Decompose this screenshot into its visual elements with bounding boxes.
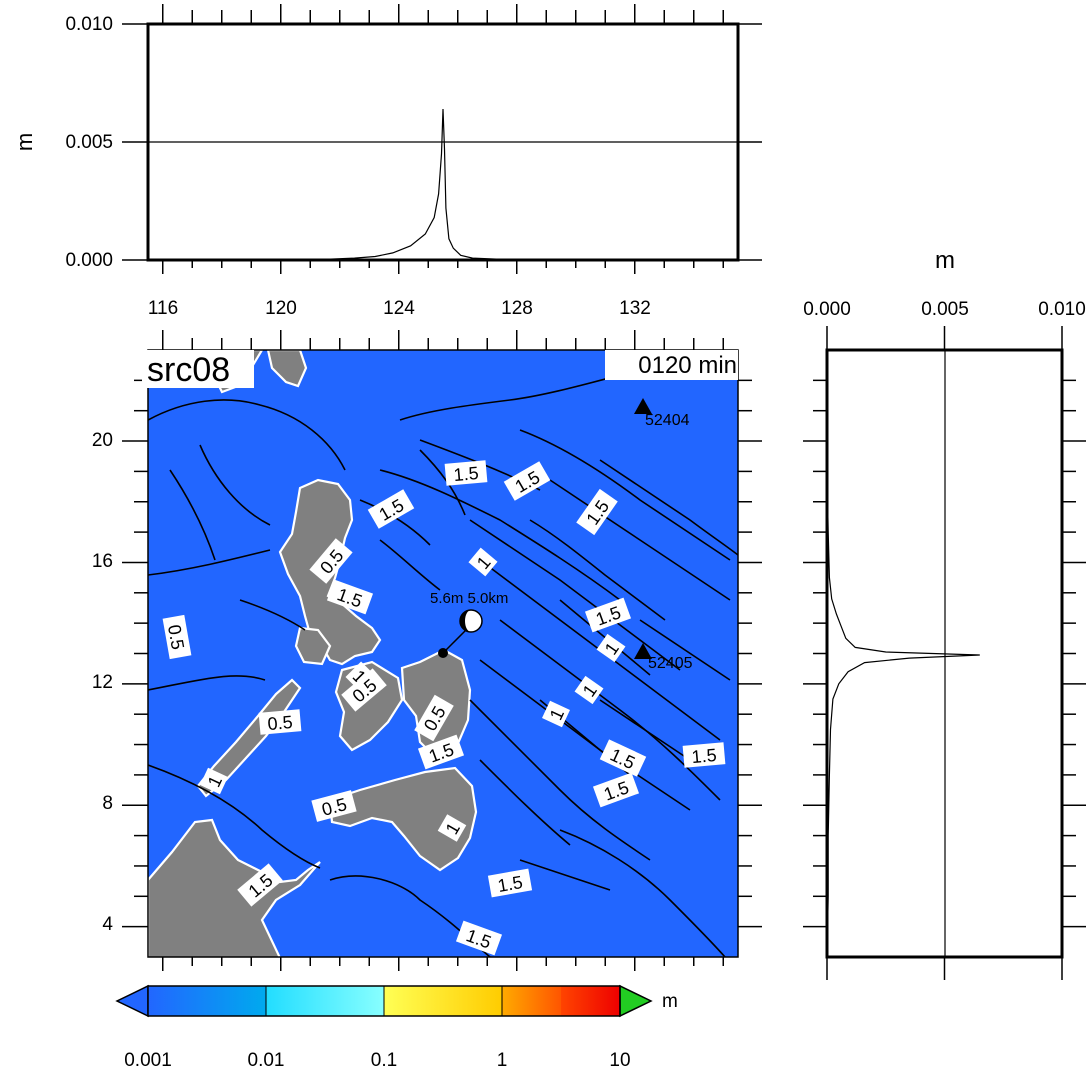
top-xtick-label: 116	[148, 298, 178, 319]
borneo-landmass	[148, 818, 321, 957]
contour-label: 1	[596, 633, 626, 663]
time-box	[605, 350, 738, 380]
right-xtick-label: 0.000	[803, 299, 851, 320]
right-waveform-line	[826, 350, 980, 958]
top-ytick-label: 0.005	[65, 132, 113, 153]
right-ticks	[803, 326, 1086, 980]
colorbar-over-triangle	[619, 984, 653, 1018]
top-xtick-labels: 116 120 124 128 132	[148, 298, 651, 319]
colorbar-unit: m	[662, 991, 678, 1012]
mindanao-island	[328, 766, 478, 872]
svg-text:0.5: 0.5	[267, 712, 294, 734]
svg-text:1.5: 1.5	[691, 745, 718, 767]
contour-label: 1.5	[444, 460, 488, 486]
top-y-axis-label: m	[12, 133, 37, 151]
contour-label: 1	[542, 700, 570, 728]
top-xtick-label: 120	[265, 298, 297, 319]
svg-text:0.5: 0.5	[164, 623, 188, 651]
colorbar-segment	[148, 986, 266, 1016]
map-ytick-label: 12	[92, 672, 113, 693]
colorbar-under-triangle	[115, 984, 149, 1018]
contour-label: 0.5	[258, 709, 302, 735]
contour-label: 1	[574, 675, 604, 705]
right-x-axis-label: m	[935, 247, 955, 274]
map-ytick-label: 8	[102, 793, 113, 814]
colorbar-tick-label: 0.01	[248, 1050, 285, 1071]
top-xtick-label: 132	[619, 298, 651, 319]
svg-text:1.5: 1.5	[453, 463, 480, 485]
taiwan-island	[266, 350, 308, 388]
colorbar-tick-label: 0.1	[371, 1050, 397, 1071]
right-xtick-label: 0.005	[921, 299, 969, 320]
colorbar-segment	[266, 986, 384, 1016]
contour-label: 1.5	[487, 868, 533, 898]
title-box	[142, 350, 254, 388]
station-triangle-icon	[634, 398, 652, 414]
top-waveform-line	[148, 108, 739, 261]
right-xtick-label: 0.010	[1038, 299, 1086, 320]
top-ytick-label: 0.010	[65, 14, 113, 35]
colorbar-segment	[502, 986, 561, 1016]
source-marker: 5.6m 5.0km	[430, 590, 508, 658]
mindoro-island	[294, 626, 332, 666]
stations: 52404 52405	[634, 398, 693, 672]
map-title: src08	[147, 351, 230, 389]
station-label: 52405	[648, 655, 693, 672]
colorbar-segment	[561, 986, 620, 1016]
contour-label: 1.5	[682, 742, 726, 768]
top-xtick-label: 124	[383, 298, 415, 319]
station-triangle-icon	[634, 643, 652, 659]
time-label: 0120 min	[638, 352, 737, 379]
top-ytick-label: 0.000	[65, 250, 113, 271]
source-label: 5.6m 5.0km	[430, 590, 508, 607]
colorbar-tick-label: 1	[497, 1050, 508, 1071]
map-ytick-label: 16	[92, 551, 113, 572]
right-profile-panel: m 0.000 0.005 0.010	[803, 247, 1086, 980]
contour-label: 0.5	[414, 694, 454, 742]
wave-contours	[148, 369, 738, 957]
contour-label: 1	[437, 814, 467, 842]
top-xtick-label: 128	[501, 298, 533, 319]
map-ytick-label: 20	[92, 430, 113, 451]
colorbar-tick-label: 0.001	[124, 1050, 172, 1071]
colorbar: m 0.001 0.01 0.1 1 10	[115, 984, 678, 1071]
map-content: 52404 52405 5.6m 5.0km 1.5 1.51.5 1.510.51…	[148, 350, 738, 957]
colorbar-segment	[384, 986, 502, 1016]
top-ticks	[122, 4, 762, 274]
top-profile-panel: m 0.000 0.005 0.010 116 120 124 128 132	[12, 4, 762, 319]
map-ytick-label: 4	[102, 914, 113, 935]
contour-label: 1	[468, 547, 498, 577]
contour-label: 1	[200, 767, 228, 795]
epicenter-dot	[438, 648, 448, 658]
svg-text:1.5: 1.5	[496, 872, 524, 896]
contour-label: 0.5	[162, 614, 192, 660]
map-ticks	[122, 330, 762, 971]
station-label: 52404	[645, 412, 690, 429]
map-panel: 52404 52405 5.6m 5.0km 1.5 1.51.5 1.510.51…	[92, 330, 762, 971]
colorbar-tick-label: 10	[609, 1050, 630, 1071]
